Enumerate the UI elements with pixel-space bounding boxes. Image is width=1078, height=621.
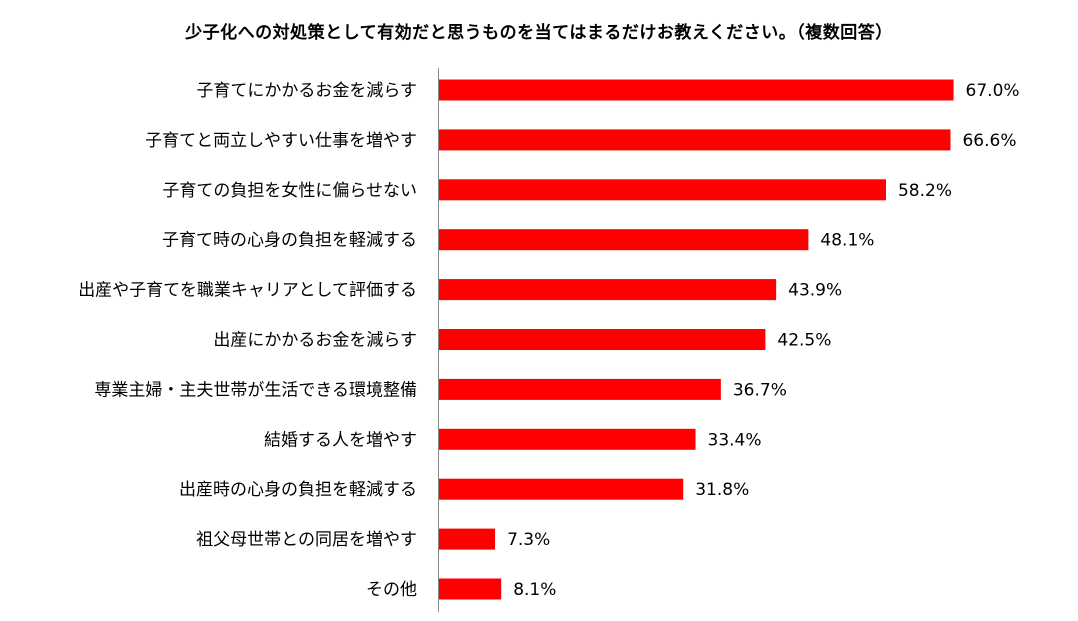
category-label-0: 子育てにかかるお金を減らす [196, 81, 417, 101]
bar-10 [439, 578, 502, 600]
category-label-2: 子育ての負担を女性に偏らせない [162, 181, 417, 201]
bar-8 [439, 478, 684, 500]
category-label-7: 結婚する人を増やす [264, 430, 417, 450]
bar-3 [439, 229, 809, 251]
chart-title: 少子化への対処策として有効だと思うものを当てはまるだけお教えください。（複数回答… [185, 23, 893, 43]
bar-0 [439, 79, 954, 101]
value-label-5: 42.5% [777, 331, 831, 351]
value-label-8: 31.8% [695, 480, 749, 500]
bar-2 [439, 179, 886, 201]
category-label-1: 子育てと両立しやすい仕事を増やす [145, 131, 417, 151]
value-label-3: 48.1% [820, 231, 874, 251]
category-label-8: 出産時の心身の負担を軽減する [179, 480, 417, 500]
value-label-9: 7.3% [507, 530, 550, 550]
category-labels-group: 子育てにかかるお金を減らす子育てと両立しやすい仕事を増やす子育ての負担を女性に偏… [78, 81, 417, 600]
bar-4 [439, 279, 777, 301]
value-label-4: 43.9% [788, 281, 842, 301]
bar-7 [439, 428, 696, 450]
category-label-5: 出産にかかるお金を減らす [213, 331, 417, 351]
bar-5 [439, 329, 766, 350]
bar-9 [439, 528, 496, 550]
bar-1 [439, 129, 951, 151]
value-label-10: 8.1% [513, 580, 556, 600]
value-label-7: 33.4% [708, 430, 762, 450]
value-label-6: 36.7% [733, 380, 787, 400]
value-label-0: 67.0% [966, 81, 1020, 101]
bar-6 [439, 378, 721, 400]
value-label-1: 66.6% [962, 131, 1016, 151]
category-label-4: 出産や子育てを職業キャリアとして評価する [78, 281, 417, 301]
category-label-3: 子育て時の心身の負担を軽減する [162, 231, 417, 251]
category-label-9: 祖父母世帯との同居を増やす [196, 530, 417, 550]
category-label-10: その他 [366, 580, 417, 600]
category-label-6: 専業主婦・主夫世帯が生活できる環境整備 [94, 380, 417, 400]
value-labels-group: 67.0% 66.6% 58.2% 48.1% 43.9% 42.5% 36.7% 33.4%… [507, 81, 1020, 600]
bars-group [439, 79, 954, 600]
value-label-2: 58.2% [898, 181, 952, 201]
